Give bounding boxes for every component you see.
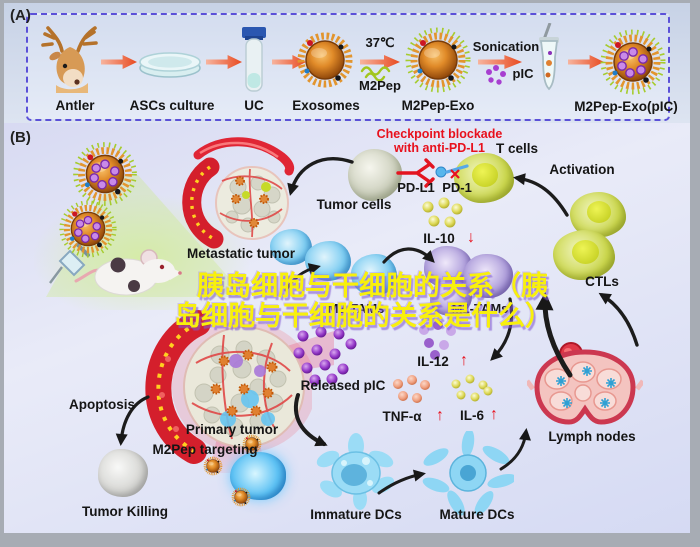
label-activation: Activation <box>549 162 615 177</box>
m1-tam-blob-3 <box>430 280 472 316</box>
primary-tumor-graphic <box>132 303 316 476</box>
label-checkpoint-line2: with anti-PD-L1 <box>394 141 485 155</box>
lymph-node-graphic <box>525 339 645 440</box>
label-pd-1: PD-1 <box>442 180 472 195</box>
label-sonication: Sonication <box>472 39 540 54</box>
il12-up-arrow: ↑ <box>460 352 468 369</box>
label-il12: IL-12 <box>417 354 449 369</box>
ctl-blob-2 <box>553 230 615 280</box>
label-exosomes: Exosomes <box>292 98 360 113</box>
label-tumor-killing: Tumor Killing <box>82 504 168 519</box>
t-cell-blob <box>454 153 514 203</box>
mouse-icon <box>74 239 184 306</box>
label-m2pep-targeting: M2Pep targeting <box>152 442 258 457</box>
watermark-line2: 岛细胞与干细胞的关系是什么） <box>174 301 552 331</box>
sonication-tube-icon <box>531 22 567 100</box>
label-pic: pIC <box>512 66 534 81</box>
deer-antler-icon <box>38 21 102 100</box>
m2pep-targeted-cell <box>230 452 286 500</box>
label-released-pic: Released pIC <box>300 378 386 393</box>
il10-down-arrow: ↓ <box>467 229 475 246</box>
label-tnf: TNF-α <box>382 409 422 424</box>
dead-tumor-cell <box>98 449 148 497</box>
label-primary-tumor: Primary tumor <box>185 422 279 437</box>
figure-canvas: (A) (B) <box>4 3 690 533</box>
label-m2pep-exo-pic: M2Pep-Exo(pIC) <box>574 99 678 114</box>
label-m2-tams: M2-TAMs <box>327 301 385 316</box>
watermark-line1: 胰岛细胞与干细胞的关系（胰 <box>197 271 548 301</box>
label-37c: 37℃ <box>365 35 395 50</box>
panel-b-tag: (B) <box>10 129 31 146</box>
tnf-up-arrow: ↑ <box>436 407 444 424</box>
label-tumor-cells: Tumor cells <box>316 197 392 212</box>
label-antler: Antler <box>55 98 95 113</box>
label-apoptosis: Apoptosis <box>69 397 135 412</box>
label-m2pep: M2Pep <box>359 78 401 93</box>
label-metastatic-tumor: Metastatic tumor <box>186 246 296 261</box>
label-t-cells: T cells <box>495 141 539 156</box>
label-ascs-culture: ASCs culture <box>129 98 215 113</box>
tumor-cell-blob <box>348 149 402 201</box>
label-mature-dcs: Mature DCs <box>439 507 515 522</box>
label-uc: UC <box>244 98 264 113</box>
label-immature-dcs: Immature DCs <box>310 507 402 522</box>
label-lymph-nodes: Lymph nodes <box>548 429 636 444</box>
il6-up-arrow: ↑ <box>490 406 498 423</box>
label-il10: IL-10 <box>423 231 455 246</box>
label-checkpoint-line1: Checkpoint blockade <box>376 127 503 141</box>
label-ctls: CTLs <box>585 274 619 289</box>
label-il6: IL-6 <box>459 408 484 423</box>
immature-dc-icon <box>314 433 398 516</box>
panel-a-tag: (A) <box>10 7 31 24</box>
petri-dish-icon <box>137 47 203 84</box>
label-m2pep-exo: M2Pep-Exo <box>401 98 475 113</box>
m1-tam-blob-2 <box>463 254 513 298</box>
ultracentrifuge-tube-icon <box>240 27 268 100</box>
